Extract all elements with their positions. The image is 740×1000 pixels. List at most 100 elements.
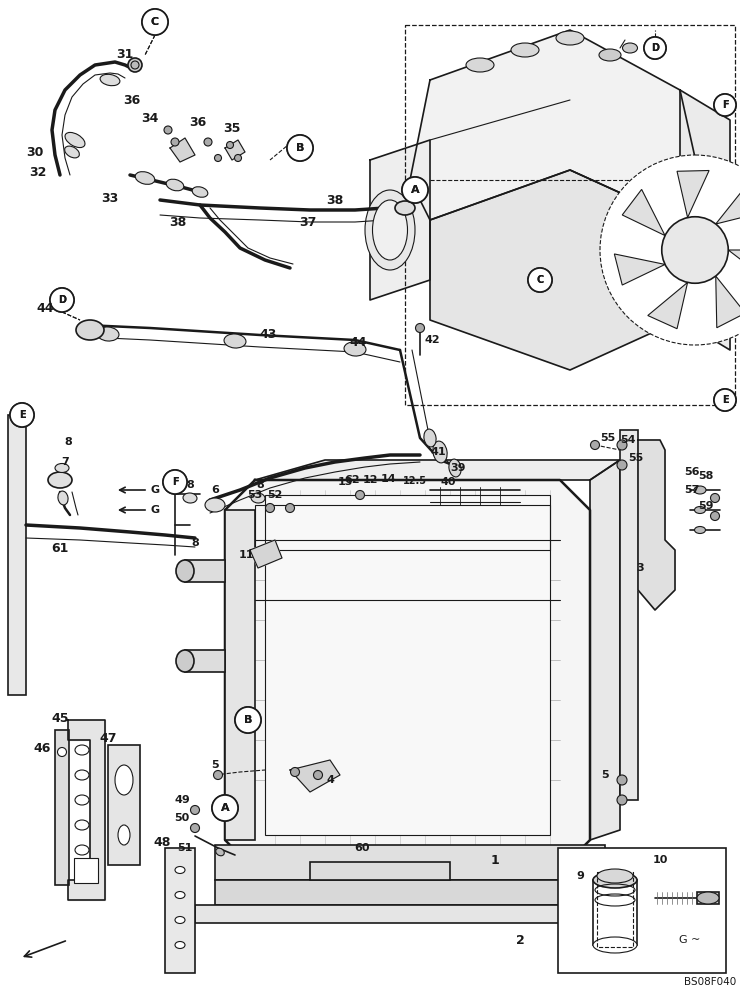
Bar	[185, 560, 225, 582]
Ellipse shape	[75, 820, 89, 830]
Ellipse shape	[171, 138, 179, 146]
Text: 8: 8	[191, 538, 199, 548]
Circle shape	[287, 135, 313, 161]
Ellipse shape	[395, 201, 415, 215]
Text: G: G	[150, 485, 160, 495]
Text: 4: 4	[326, 775, 334, 785]
Text: E: E	[18, 410, 25, 420]
Ellipse shape	[75, 795, 89, 805]
Bar	[195, 905, 625, 923]
Text: 52: 52	[267, 490, 283, 500]
Polygon shape	[170, 138, 195, 162]
Circle shape	[50, 288, 74, 312]
Text: C: C	[536, 275, 544, 285]
Ellipse shape	[314, 770, 323, 780]
Circle shape	[163, 470, 187, 494]
Text: D: D	[651, 43, 659, 53]
Text: 56: 56	[684, 467, 700, 477]
Ellipse shape	[372, 200, 408, 260]
Circle shape	[714, 94, 736, 116]
Circle shape	[212, 795, 238, 821]
Ellipse shape	[251, 493, 265, 503]
Bar	[215, 880, 605, 905]
Ellipse shape	[697, 892, 719, 904]
Text: F: F	[172, 477, 178, 487]
Ellipse shape	[216, 848, 224, 856]
Ellipse shape	[694, 486, 706, 494]
Ellipse shape	[176, 560, 194, 582]
Polygon shape	[638, 440, 675, 610]
Text: 33: 33	[101, 192, 118, 205]
Circle shape	[528, 268, 552, 292]
Text: 44: 44	[36, 302, 54, 314]
Circle shape	[662, 217, 728, 283]
Circle shape	[402, 177, 428, 203]
Text: 51: 51	[178, 843, 192, 853]
Text: 1: 1	[491, 854, 500, 866]
Text: 57: 57	[684, 485, 700, 495]
Circle shape	[714, 389, 736, 411]
Text: 50: 50	[175, 813, 189, 823]
Ellipse shape	[424, 429, 436, 447]
Ellipse shape	[214, 770, 223, 780]
Ellipse shape	[235, 154, 241, 161]
Ellipse shape	[118, 825, 130, 845]
Text: 59: 59	[699, 501, 714, 511]
Ellipse shape	[175, 866, 185, 874]
Circle shape	[528, 268, 552, 292]
Bar	[108, 745, 140, 865]
Ellipse shape	[128, 58, 142, 72]
Ellipse shape	[622, 43, 637, 53]
Ellipse shape	[449, 459, 461, 477]
Bar	[310, 862, 450, 880]
Text: A: A	[411, 185, 420, 195]
Text: 43: 43	[259, 328, 277, 342]
Polygon shape	[255, 460, 620, 480]
Text: E: E	[18, 410, 25, 420]
Ellipse shape	[593, 937, 637, 953]
Text: 31: 31	[116, 48, 134, 62]
Ellipse shape	[55, 464, 69, 473]
Ellipse shape	[617, 440, 627, 450]
Text: 36: 36	[189, 115, 206, 128]
Ellipse shape	[433, 441, 447, 463]
Text: F: F	[722, 100, 728, 110]
Text: 42: 42	[424, 335, 440, 345]
Text: G: G	[150, 505, 160, 515]
Text: F: F	[172, 477, 178, 487]
Bar	[593, 880, 637, 945]
Circle shape	[714, 389, 736, 411]
Circle shape	[212, 795, 238, 821]
Text: E: E	[722, 395, 728, 405]
Text: F: F	[722, 100, 728, 110]
Ellipse shape	[166, 179, 184, 191]
Bar	[597, 872, 633, 947]
Text: 13: 13	[337, 477, 353, 487]
Ellipse shape	[190, 824, 200, 832]
Circle shape	[142, 9, 168, 35]
Bar	[697, 892, 719, 904]
Text: A: A	[221, 803, 229, 813]
Text: D: D	[651, 43, 659, 53]
Text: 46: 46	[33, 742, 50, 754]
Text: BS08F040: BS08F040	[684, 977, 736, 987]
Ellipse shape	[131, 61, 139, 69]
Ellipse shape	[175, 916, 185, 924]
Ellipse shape	[617, 775, 627, 785]
Text: 49: 49	[174, 795, 190, 805]
Polygon shape	[728, 250, 740, 281]
Ellipse shape	[175, 892, 185, 898]
Text: C: C	[151, 17, 159, 27]
Polygon shape	[622, 189, 665, 236]
Text: 37: 37	[299, 216, 317, 229]
Bar	[558, 848, 726, 973]
Bar	[265, 495, 550, 835]
Circle shape	[10, 403, 34, 427]
Ellipse shape	[215, 154, 221, 161]
Ellipse shape	[415, 324, 425, 332]
Text: 40: 40	[440, 477, 456, 487]
Text: 5: 5	[211, 760, 219, 770]
Ellipse shape	[591, 440, 599, 450]
Circle shape	[235, 707, 261, 733]
Text: A: A	[221, 803, 229, 813]
